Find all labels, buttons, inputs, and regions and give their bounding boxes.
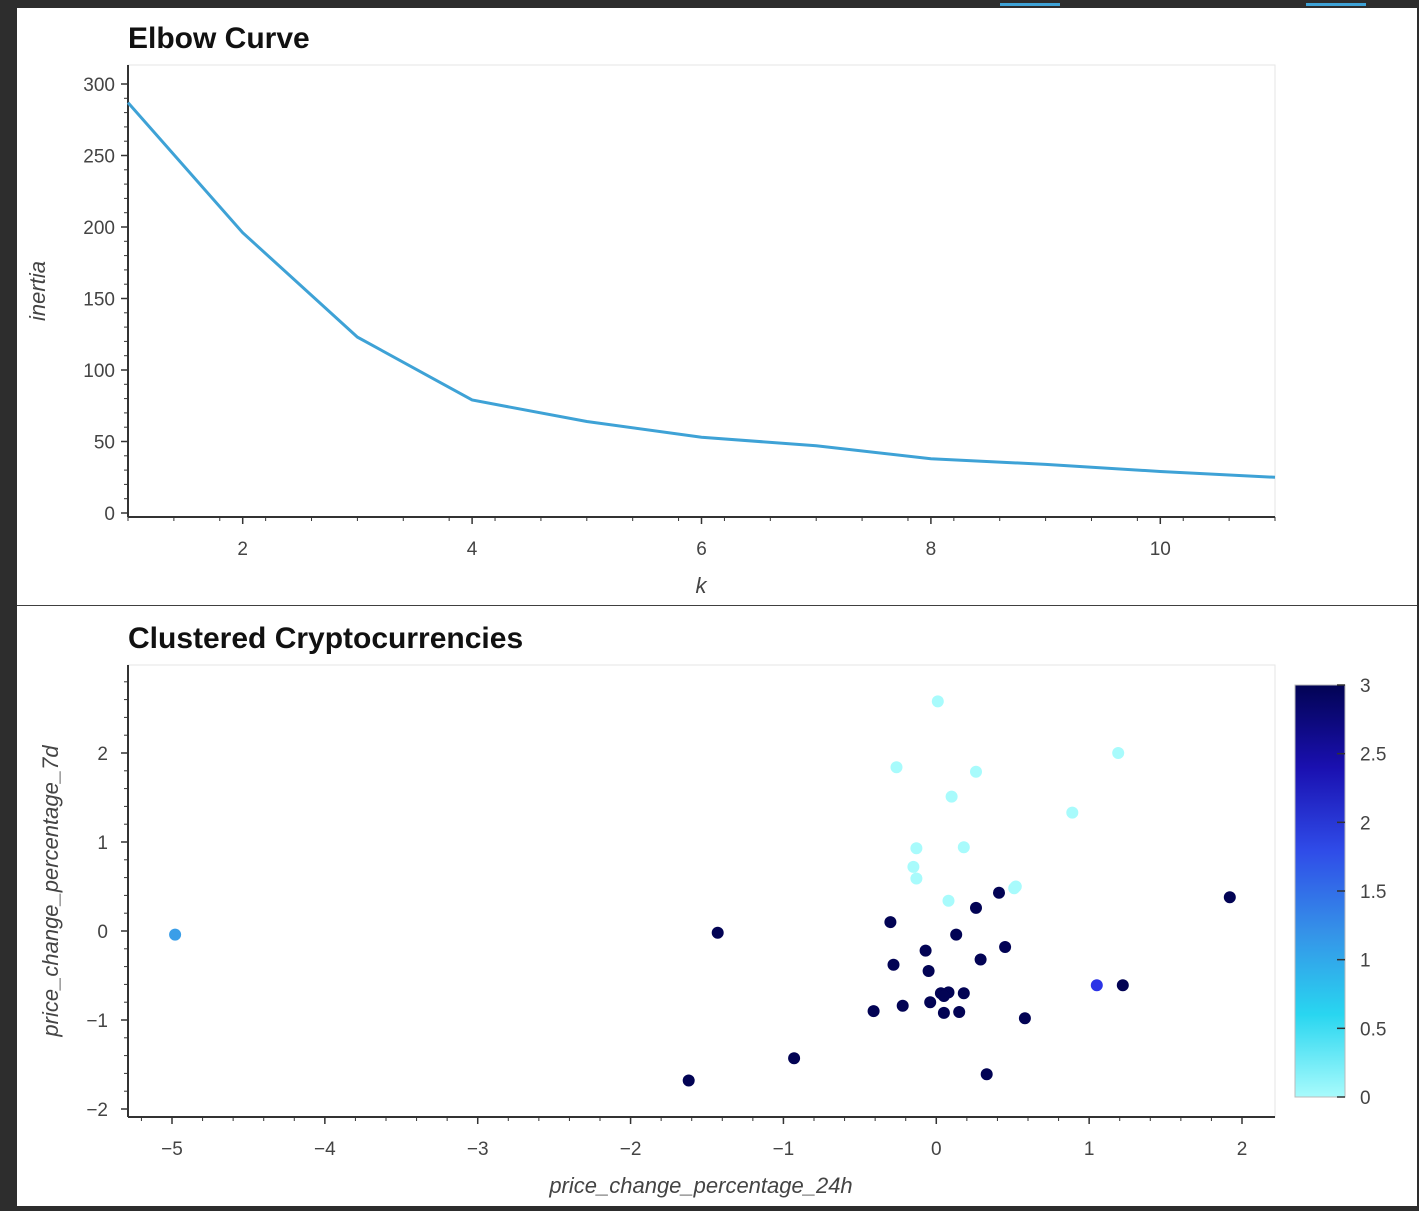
elbow-chart-title: Elbow Curve [128, 22, 310, 55]
scatter-point [945, 790, 958, 803]
cluster-y-tick-label: −2 [86, 1100, 108, 1121]
cluster-points [169, 695, 1236, 1087]
colorbar-ticks: 0 0.5 1 1.5 2 2.5 3 [1337, 676, 1386, 1109]
cluster-y-tick-label: 1 [97, 833, 108, 854]
elbow-x-axis-label: k [696, 573, 708, 598]
scatter-point [924, 996, 937, 1009]
colorbar [1294, 684, 1346, 1098]
scatter-point [1223, 891, 1236, 904]
colorbar-tick-label: 2.5 [1360, 745, 1386, 766]
colorbar-tick-label: 1 [1360, 951, 1371, 972]
cluster-x-axis-label: price_change_percentage_24h [548, 1173, 852, 1198]
cluster-chart-title: Clustered Cryptocurrencies [128, 622, 523, 655]
scatter-point [1116, 979, 1129, 992]
elbow-plot-frame [127, 64, 1276, 518]
scatter-point [922, 965, 935, 977]
scatter-point [1112, 747, 1125, 759]
elbow-x-tick-label: 8 [926, 539, 937, 560]
colorbar-tick-label: 0 [1360, 1088, 1371, 1109]
scatter-point [890, 761, 903, 774]
cluster-x-tick-label: 1 [1084, 1139, 1095, 1160]
cluster-x-tick-label: −3 [467, 1139, 489, 1160]
cluster-y-axis-label: price_change_percentage_7d [38, 745, 63, 1038]
scatter-point [937, 990, 950, 1002]
scatter-point [910, 872, 923, 885]
cluster-x-tick-label: −2 [620, 1139, 642, 1160]
scatter-point [1018, 1012, 1031, 1025]
colorbar-tick-label: 2 [1360, 813, 1371, 834]
cluster-plot-frame [127, 664, 1276, 1118]
scatter-point [884, 916, 897, 929]
cluster-x-tick-label: 0 [931, 1139, 942, 1160]
cluster-axes: −2 −1 0 1 2 −5 −4 −3 −2 −1 0 1 2 [86, 665, 1275, 1160]
colorbar-tick-label: 3 [1360, 676, 1371, 697]
elbow-y-tick-label: 50 [94, 433, 115, 454]
scatter-point [867, 1005, 880, 1018]
scatter-point [931, 695, 944, 708]
elbow-y-tick-label: 150 [83, 290, 115, 311]
elbow-y-axis-label: inertia [25, 261, 50, 321]
elbow-x-tick-label: 6 [696, 539, 707, 560]
scatter-point [169, 928, 182, 941]
cluster-y-tick-label: 0 [97, 922, 108, 943]
scatter-point [788, 1052, 801, 1065]
scatter-point [970, 901, 982, 914]
scatter-point [993, 886, 1005, 899]
cluster-chart: Clustered Cryptocurrencies price_change_… [38, 622, 1386, 1198]
scatter-point [896, 999, 909, 1012]
elbow-x-tick-label: 10 [1150, 539, 1171, 560]
cluster-y-tick-label: 2 [97, 744, 108, 765]
scatter-point [957, 841, 970, 854]
scatter-point [1066, 806, 1079, 819]
scatter-point [980, 1068, 993, 1081]
scatter-point [910, 842, 923, 855]
cluster-x-tick-label: −5 [161, 1139, 183, 1160]
cluster-y-tick-label: −1 [86, 1011, 108, 1032]
top-accent-bar [1000, 3, 1060, 6]
scatter-point [907, 860, 920, 873]
elbow-x-tick-label: 2 [237, 539, 248, 560]
cluster-x-tick-label: 2 [1237, 1139, 1248, 1160]
scatter-point [711, 926, 724, 939]
cluster-x-tick-label: −4 [314, 1139, 336, 1160]
scatter-point [1009, 880, 1022, 893]
scatter-point [887, 958, 900, 971]
scatter-point [999, 941, 1012, 953]
scatter-point [957, 987, 970, 1000]
elbow-y-tick-label: 300 [83, 75, 115, 96]
scatter-point [953, 1006, 966, 1018]
top-accent-bar [1306, 3, 1366, 6]
scatter-point [970, 765, 982, 778]
cluster-x-tick-label: −1 [773, 1139, 795, 1160]
elbow-axes: 0 50 100 150 200 250 300 2 4 6 8 10 [83, 65, 1276, 560]
scatter-point [682, 1074, 695, 1087]
elbow-series-line [126, 101, 1276, 479]
scatter-point [942, 894, 955, 907]
elbow-y-tick-label: 100 [83, 361, 115, 382]
elbow-y-tick-label: 200 [83, 218, 115, 239]
colorbar-tick-label: 0.5 [1360, 1019, 1386, 1040]
elbow-y-tick-label: 250 [83, 147, 115, 168]
colorbar-tick-label: 1.5 [1360, 882, 1386, 903]
scatter-point [1090, 979, 1103, 992]
panel-divider [17, 605, 1417, 606]
elbow-x-tick-label: 4 [467, 539, 478, 560]
elbow-y-tick-label: 0 [104, 504, 115, 525]
chart-panel [17, 8, 1417, 1206]
scatter-point [937, 1006, 950, 1019]
scatter-point [950, 928, 963, 941]
elbow-chart: Elbow Curve k inertia 0 50 100 150 200 250 300… [25, 22, 1276, 598]
scatter-point [919, 944, 932, 957]
scatter-point [974, 953, 987, 966]
